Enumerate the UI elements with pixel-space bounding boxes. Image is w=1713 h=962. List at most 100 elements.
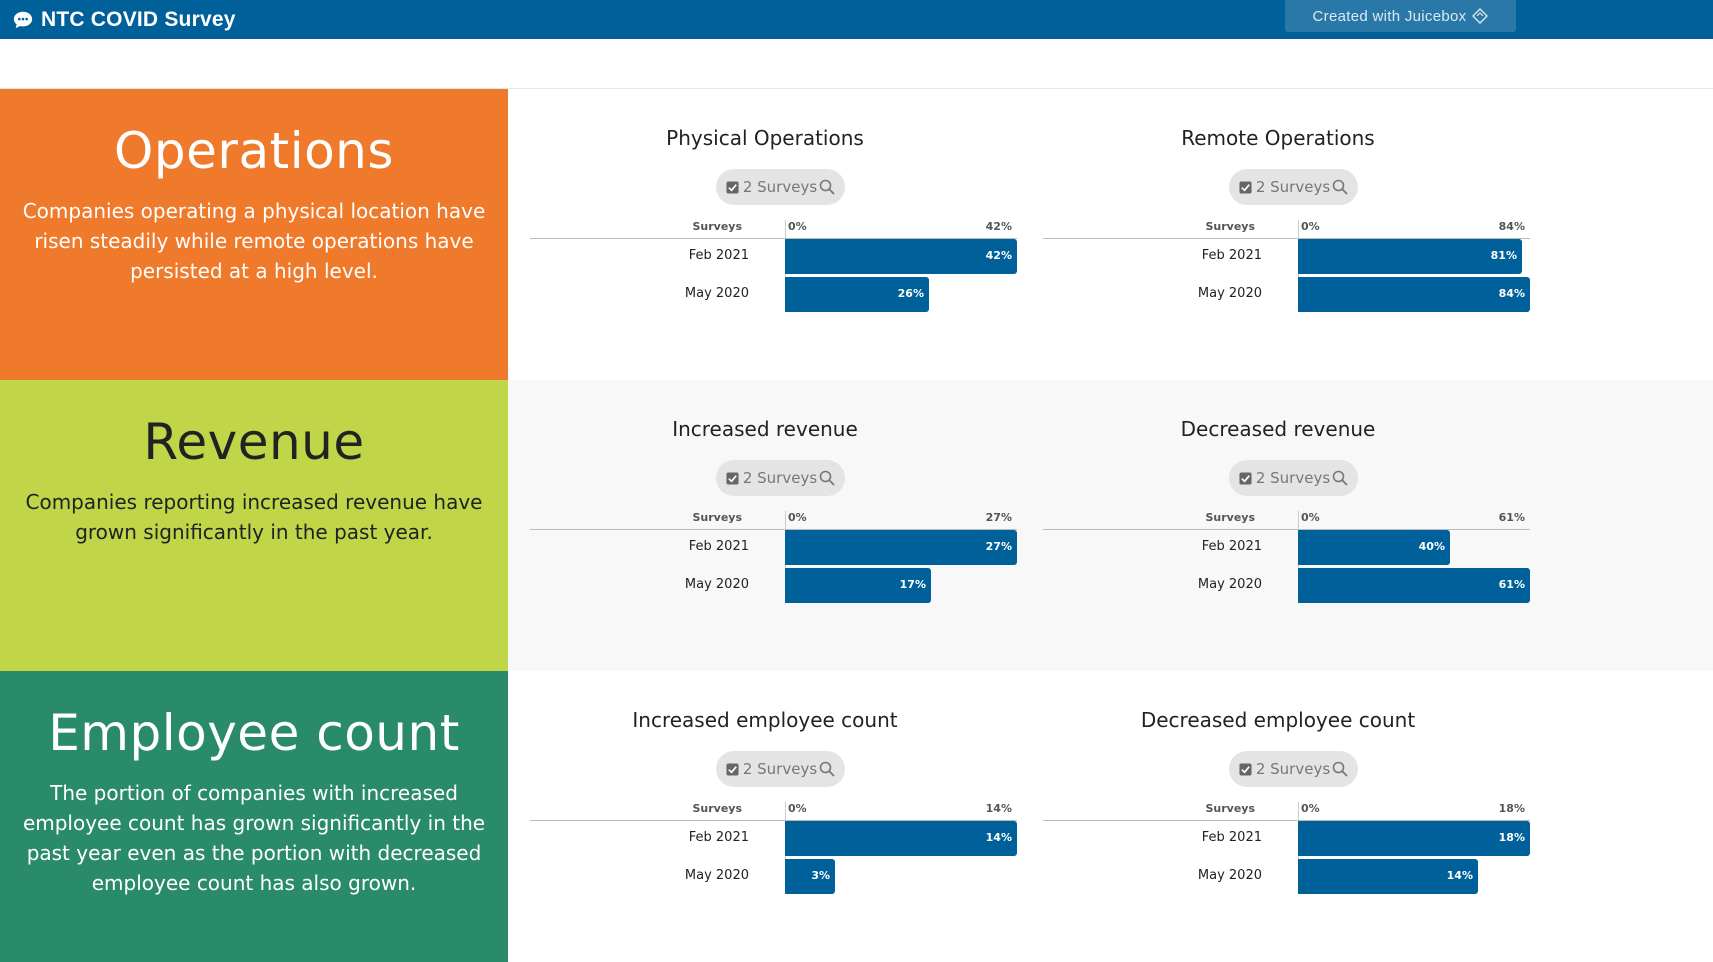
bar-chart-card: Physical Operations 2 Surveys Surveys 0% 42%… (530, 89, 1017, 380)
section-title: Employee count (48, 704, 460, 762)
survey-filter-label: 2 Surveys (1255, 760, 1331, 778)
axis-baseline (530, 820, 1017, 821)
bar[interactable]: 81% (1298, 239, 1522, 274)
axis-min-label: 0% (1301, 802, 1320, 815)
bar-value-label: 27% (985, 540, 1012, 553)
bar[interactable]: 14% (1298, 859, 1478, 894)
section-description: The portion of companies with increased … (22, 781, 486, 895)
bar-value-label: 40% (1418, 540, 1445, 553)
section-description: Companies reporting increased revenue ha… (25, 490, 483, 544)
axis-max-label: 42% (985, 220, 1012, 233)
search-icon (819, 179, 835, 195)
axis-baseline (1043, 529, 1530, 530)
checkbox-checked-icon (726, 180, 739, 194)
section-summary-panel: Operations Companies operating a physical… (0, 89, 508, 380)
axis-max-label: 61% (1498, 511, 1525, 524)
surveys-column-header: Surveys (1205, 220, 1255, 233)
row-label: Feb 2021 (1201, 830, 1262, 845)
survey-filter-pill[interactable]: 2 Surveys (1229, 751, 1358, 787)
search-icon (819, 761, 835, 777)
section-charts-area: Physical Operations 2 Surveys Surveys 0% 42%… (508, 89, 1713, 380)
chart-title: Increased revenue (672, 417, 858, 441)
survey-filter-label: 2 Surveys (1255, 469, 1331, 487)
axis-max-label: 84% (1498, 220, 1525, 233)
section-summary-panel: Revenue Companies reporting increased rev… (0, 380, 508, 671)
axis-max-label: 18% (1498, 802, 1525, 815)
created-with-juicebox-button[interactable]: Created with Juicebox (1285, 0, 1516, 32)
bar-value-label: 14% (985, 831, 1012, 844)
section-title: Operations (114, 122, 394, 180)
bar-value-label: 84% (1498, 287, 1525, 300)
bar[interactable]: 17% (785, 568, 931, 603)
bar-chart-card: Increased revenue 2 Surveys Surveys 0% 27% Fe… (530, 380, 1017, 671)
row-label: May 2020 (684, 577, 749, 592)
row-label: Feb 2021 (688, 248, 749, 263)
section-charts-area: Increased revenue 2 Surveys Surveys 0% 27% Fe… (508, 380, 1713, 671)
section-title: Revenue (143, 413, 365, 471)
speech-bubble-logo-icon (13, 11, 33, 28)
bar-value-label: 26% (897, 287, 924, 300)
checkbox-checked-icon (726, 471, 739, 485)
juicebox-label: Created with Juicebox (1312, 7, 1467, 25)
section-employee-count: Employee count The portion of companies w… (0, 671, 1713, 962)
row-label: Feb 2021 (1201, 248, 1262, 263)
top-bar: NTC COVID Survey Created with Juicebox (0, 0, 1713, 39)
app-title[interactable]: NTC COVID Survey (12, 8, 236, 32)
search-icon (1332, 179, 1348, 195)
bar[interactable]: 27% (785, 530, 1017, 565)
bar-chart-card: Remote Operations 2 Surveys Surveys 0% 84% Fe… (1043, 89, 1530, 380)
row-label: Feb 2021 (688, 830, 749, 845)
survey-filter-label: 2 Surveys (742, 178, 818, 196)
survey-filter-pill[interactable]: 2 Surveys (716, 169, 845, 205)
juicebox-diamond-icon (1472, 8, 1489, 24)
survey-filter-pill[interactable]: 2 Surveys (1229, 169, 1358, 205)
surveys-column-header: Surveys (692, 220, 742, 233)
section-operations: Operations Companies operating a physical… (0, 89, 1713, 380)
row-label: May 2020 (684, 286, 749, 301)
survey-filter-pill[interactable]: 2 Surveys (1229, 460, 1358, 496)
chart-title: Increased employee count (632, 708, 898, 732)
bar[interactable]: 42% (785, 239, 1017, 274)
bar[interactable]: 26% (785, 277, 929, 312)
chart-title: Decreased revenue (1180, 417, 1376, 441)
survey-filter-label: 2 Surveys (742, 760, 818, 778)
survey-filter-pill[interactable]: 2 Surveys (716, 460, 845, 496)
checkbox-checked-icon (726, 762, 739, 776)
bar-value-label: 14% (1446, 869, 1473, 882)
bar-value-label: 61% (1498, 578, 1525, 591)
axis-min-label: 0% (788, 802, 807, 815)
bar[interactable]: 40% (1298, 530, 1450, 565)
axis-baseline (1043, 238, 1530, 239)
surveys-column-header: Surveys (692, 802, 742, 815)
bar-chart-card: Decreased employee count 2 Surveys Surveys… (1043, 671, 1530, 962)
section-charts-area: Increased employee count 2 Surveys Surveys… (508, 671, 1713, 962)
bar[interactable]: 3% (785, 859, 835, 894)
bar-value-label: 18% (1498, 831, 1525, 844)
search-icon (1332, 470, 1348, 486)
section-revenue: Revenue Companies reporting increased rev… (0, 380, 1713, 671)
checkbox-checked-icon (1239, 471, 1252, 485)
bar[interactable]: 61% (1298, 568, 1530, 603)
row-label: May 2020 (684, 868, 749, 883)
bar-value-label: 3% (811, 869, 830, 882)
axis-min-label: 0% (788, 511, 807, 524)
bar[interactable]: 18% (1298, 821, 1530, 856)
bar[interactable]: 84% (1298, 277, 1530, 312)
surveys-column-header: Surveys (1205, 802, 1255, 815)
axis-baseline (530, 529, 1017, 530)
search-icon (819, 470, 835, 486)
survey-filter-pill[interactable]: 2 Surveys (716, 751, 845, 787)
row-label: May 2020 (1197, 286, 1262, 301)
section-summary-panel: Employee count The portion of companies w… (0, 671, 508, 962)
axis-min-label: 0% (1301, 220, 1320, 233)
survey-filter-label: 2 Surveys (742, 469, 818, 487)
bar[interactable]: 14% (785, 821, 1017, 856)
row-label: Feb 2021 (688, 539, 749, 554)
surveys-column-header: Surveys (1205, 511, 1255, 524)
row-label: Feb 2021 (1201, 539, 1262, 554)
row-label: May 2020 (1197, 868, 1262, 883)
header-divider (0, 88, 1713, 89)
chart-title: Remote Operations (1181, 126, 1375, 150)
bar-value-label: 81% (1490, 249, 1517, 262)
surveys-column-header: Surveys (692, 511, 742, 524)
